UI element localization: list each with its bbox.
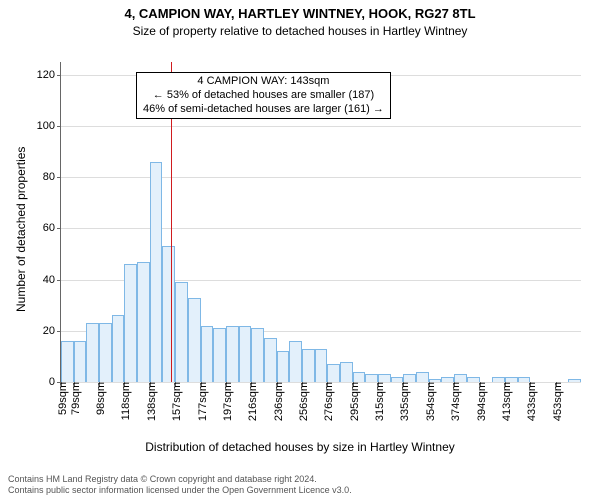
y-tick-label: 100 [37, 120, 61, 132]
x-tick-label: 118sqm [116, 382, 132, 420]
histogram-bar [188, 298, 201, 382]
y-tick-label: 60 [43, 222, 61, 234]
x-tick-label: 394sqm [472, 382, 488, 421]
grid-line [61, 228, 581, 229]
footer-attribution: Contains HM Land Registry data © Crown c… [8, 474, 352, 496]
x-tick-label: 79sqm [66, 382, 82, 415]
x-tick-label: 315sqm [370, 382, 386, 421]
y-tick-label: 80 [43, 171, 61, 183]
x-tick-label: 433sqm [522, 382, 538, 421]
plot-area: 02040608010012059sqm79sqm98sqm118sqm138s… [60, 62, 581, 383]
x-tick-label: 157sqm [167, 382, 183, 421]
histogram-bar [213, 328, 226, 382]
histogram-bar [365, 374, 378, 382]
histogram-bar [162, 246, 175, 382]
y-tick-label: 20 [43, 325, 61, 337]
histogram-bar [137, 262, 150, 382]
x-tick-label: 197sqm [218, 382, 234, 421]
histogram-bar [201, 326, 214, 382]
chart-subtitle: Size of property relative to detached ho… [0, 24, 600, 38]
x-axis-label: Distribution of detached houses by size … [0, 440, 600, 454]
histogram-bar [124, 264, 137, 382]
x-tick-label: 98sqm [91, 382, 107, 415]
histogram-bar [264, 338, 277, 382]
histogram-bar [315, 349, 328, 382]
x-tick-label: 256sqm [294, 382, 310, 421]
histogram-bar [403, 374, 416, 382]
x-tick-label: 453sqm [548, 382, 564, 421]
annotation-line2: ← 53% of detached houses are smaller (18… [143, 89, 384, 103]
histogram-bar [112, 315, 125, 382]
histogram-bar [99, 323, 112, 382]
histogram-bar [175, 282, 188, 382]
x-tick-label: 335sqm [395, 382, 411, 421]
x-tick-label: 295sqm [345, 382, 361, 421]
chart-title: 4, CAMPION WAY, HARTLEY WINTNEY, HOOK, R… [0, 6, 600, 21]
annotation-line3: 46% of semi-detached houses are larger (… [143, 103, 384, 117]
x-tick-label: 236sqm [269, 382, 285, 421]
annotation-line1: 4 CAMPION WAY: 143sqm [143, 75, 384, 89]
histogram-bar [150, 162, 163, 382]
histogram-bar [226, 326, 239, 382]
y-tick-label: 40 [43, 274, 61, 286]
histogram-bar [378, 374, 391, 382]
x-tick-label: 374sqm [446, 382, 462, 421]
y-tick-label: 120 [37, 69, 61, 81]
annotation-box: 4 CAMPION WAY: 143sqm← 53% of detached h… [136, 72, 391, 119]
histogram-bar [340, 362, 353, 382]
chart-container: { "title": "4, CAMPION WAY, HARTLEY WINT… [0, 0, 600, 500]
histogram-bar [454, 374, 467, 382]
footer-line1: Contains HM Land Registry data © Crown c… [8, 474, 352, 485]
footer-line2: Contains public sector information licen… [8, 485, 352, 496]
histogram-bar [251, 328, 264, 382]
histogram-bar [568, 379, 581, 382]
grid-line [61, 177, 581, 178]
histogram-bar [289, 341, 302, 382]
grid-line [61, 126, 581, 127]
x-tick-label: 138sqm [142, 382, 158, 421]
histogram-bar [327, 364, 340, 382]
x-tick-label: 177sqm [193, 382, 209, 421]
histogram-bar [61, 341, 74, 382]
histogram-bar [353, 372, 366, 382]
histogram-bar [239, 326, 252, 382]
y-axis-label: Number of detached properties [14, 147, 28, 312]
histogram-bar [416, 372, 429, 382]
x-tick-label: 216sqm [243, 382, 259, 421]
histogram-bar [302, 349, 315, 382]
x-tick-label: 413sqm [497, 382, 513, 421]
x-tick-label: 276sqm [319, 382, 335, 421]
histogram-bar [74, 341, 87, 382]
histogram-bar [277, 351, 290, 382]
histogram-bar [86, 323, 99, 382]
x-tick-label: 354sqm [421, 382, 437, 421]
